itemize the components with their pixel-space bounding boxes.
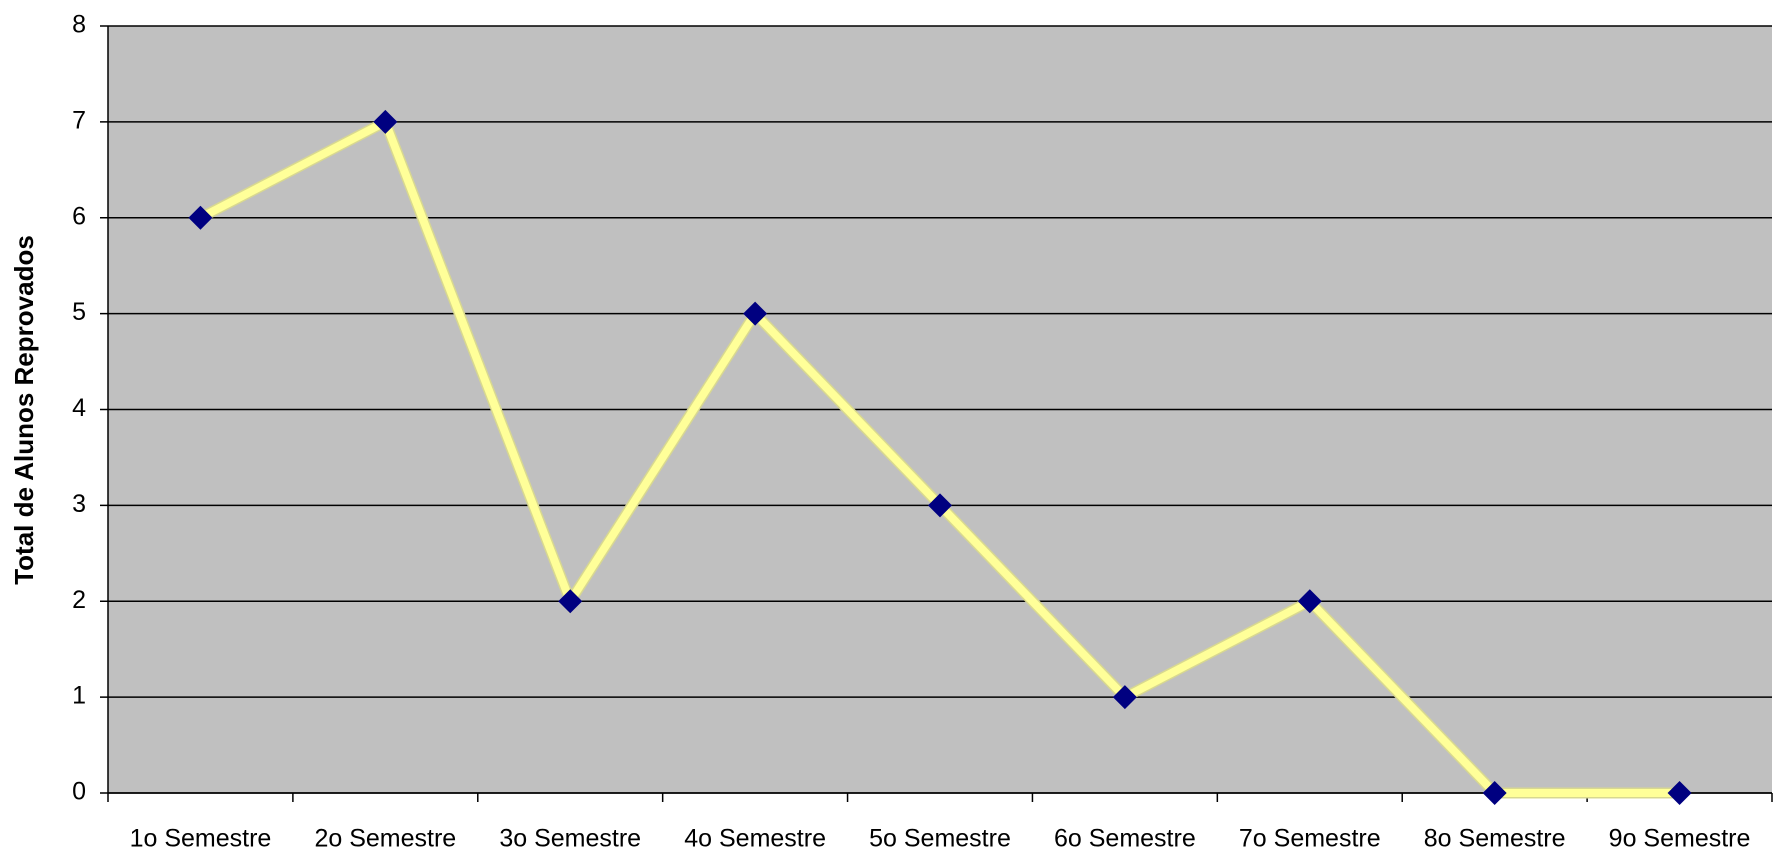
marker [1667, 781, 1692, 805]
marker [743, 301, 768, 326]
x-tick-label: 6o Semestre [1054, 825, 1196, 853]
y-axis-label: Total de Alunos Reprovados [9, 235, 39, 585]
x-tick-label: 3o Semestre [499, 825, 641, 853]
x-tick-label: 8o Semestre [1424, 825, 1566, 853]
x-tick-label: 4o Semestre [684, 825, 826, 853]
y-tick-label: 1 [72, 682, 86, 710]
marker [188, 205, 213, 230]
x-tick-label: 2o Semestre [314, 825, 456, 853]
y-tick-label: 8 [72, 11, 86, 39]
x-tick-label: 9o Semestre [1609, 825, 1751, 853]
x-tick-label: 5o Semestre [869, 825, 1011, 853]
marker [373, 109, 398, 134]
marker [1297, 589, 1322, 614]
y-tick-label: 4 [72, 394, 86, 422]
y-tick-label: 0 [72, 778, 86, 806]
x-tick-label: 1o Semestre [130, 825, 272, 853]
y-tick-label: 3 [72, 490, 86, 518]
y-tick-label: 5 [72, 298, 86, 326]
y-tick-label: 6 [72, 202, 86, 230]
marker [1112, 685, 1137, 710]
marker [928, 493, 952, 518]
x-tick-label: 7o Semestre [1239, 825, 1381, 853]
marker [1482, 781, 1507, 805]
y-tick-label: 7 [72, 106, 86, 134]
y-tick-label: 2 [72, 586, 86, 614]
marker [558, 589, 583, 614]
